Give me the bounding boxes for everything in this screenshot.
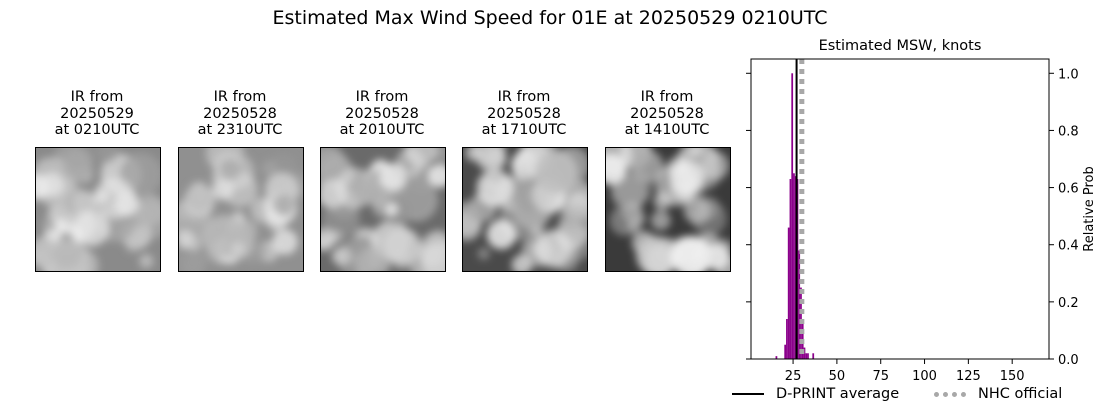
y-axis-label: Relative Prob [1082,166,1097,251]
ir-satellite-image [320,147,446,272]
y-tick-label: 1.0 [1058,67,1079,82]
y-tick-label: 0.0 [1058,353,1079,368]
histogram-bar [789,179,792,359]
x-tick-label: 50 [829,369,846,384]
dprint-line-swatch [732,393,764,395]
histogram-bar [805,353,808,359]
x-tick-label: 75 [872,369,889,384]
histogram-bar [775,356,778,359]
histogram-bar [807,353,809,359]
ir-panel-title: IR from 20250529 at 0210UTC [54,89,140,138]
histogram-bar [784,344,787,359]
ir-panel-title: IR from 20250528 at 1710UTC [481,89,567,138]
y-tick-label: 0.8 [1058,124,1079,139]
y-tick-label: 0.2 [1058,296,1079,311]
x-tick-label: 150 [1000,369,1025,384]
y-tick-label: 0.6 [1058,182,1079,197]
ir-panel-title: IR from 20250528 at 1410UTC [624,89,710,138]
x-tick-label: 25 [785,369,802,384]
ir-satellite-image [178,147,304,272]
legend-dprint: D-PRINT average [732,386,899,402]
histogram-bar [786,319,788,359]
histogram-bar [812,353,815,359]
legend-dprint-label: D-PRINT average [776,386,900,402]
histogram-bar [787,227,790,359]
figure-title: Estimated Max Wind Speed for 01E at 2025… [272,7,828,29]
ir-panel-title: IR from 20250528 at 2310UTC [197,89,283,138]
x-tick-label: 100 [912,369,937,384]
legend-nhc-label: NHC official [978,386,1063,402]
ir-satellite-image [605,147,731,272]
histogram-bar [803,347,806,359]
histogram-bar [798,250,801,359]
chart-title: Estimated MSW, knots [819,38,982,54]
histogram-bar [793,173,795,359]
ir-satellite-image [35,147,161,272]
ir-panel-title: IR from 20250528 at 2010UTC [339,89,425,138]
y-tick-label: 0.4 [1058,239,1079,254]
legend-nhc: NHC official [934,386,1062,402]
histogram-bar [791,73,794,360]
x-tick-label: 125 [956,369,981,384]
ir-satellite-image [462,147,588,272]
nhc-dotted-swatch [934,391,966,397]
plot-frame [750,58,1050,360]
